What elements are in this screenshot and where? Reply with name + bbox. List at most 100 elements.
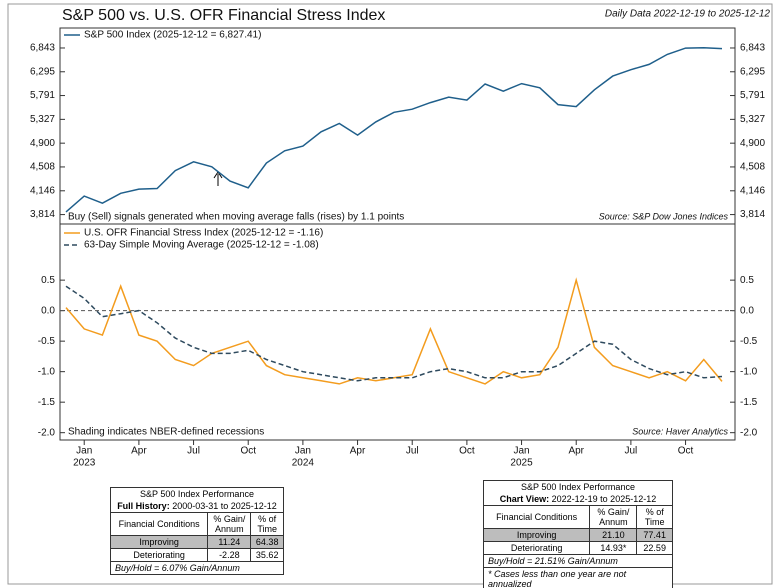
- y-tick-label: 4,508: [30, 162, 55, 173]
- x-tick-label: Jan: [76, 446, 92, 457]
- y-tick-label: -2.0: [38, 427, 56, 438]
- y-tick-label: 0.0: [740, 305, 754, 316]
- y-tick-label: 0.5: [740, 275, 754, 286]
- y-tick-label: 4,900: [740, 138, 765, 149]
- table-footer: Buy/Hold = 21.51% Gain/Annum: [484, 554, 672, 567]
- y-tick-label: -1.5: [38, 397, 56, 408]
- x-tick-label: Oct: [678, 446, 694, 457]
- source: Source: S&P Dow Jones Indices: [599, 211, 729, 221]
- y-tick-label: 5,327: [30, 114, 55, 125]
- cell: 14.93*: [589, 541, 637, 554]
- legend-label: 63-Day Simple Moving Average (2025-12-12…: [84, 240, 319, 251]
- x-tick-label: Apr: [568, 446, 584, 457]
- y-tick-label: 5,327: [740, 114, 765, 125]
- cell: Improving: [484, 528, 590, 542]
- x-tick-label: Oct: [459, 446, 475, 457]
- x-tick-label: Jul: [187, 446, 200, 457]
- cell: 35.62: [250, 548, 283, 561]
- table: S&P 500 Index Performance Chart View: 202…: [484, 481, 672, 554]
- y-tick-label: -1.5: [740, 397, 758, 408]
- source: Source: Haver Analytics: [632, 426, 728, 436]
- y-tick-label: 3,814: [740, 209, 765, 220]
- y-tick-label: 6,843: [30, 43, 55, 54]
- y-tick-label: -0.5: [38, 336, 56, 347]
- y-tick-label: 3,814: [30, 209, 55, 220]
- legend-label: S&P 500 Index (2025-12-12 = 6,827.41): [84, 30, 261, 41]
- series-line: [65, 285, 723, 382]
- note: Shading indicates NBER-defined recession…: [68, 427, 264, 438]
- y-tick-label: 5,791: [740, 90, 765, 101]
- data-row: Improving 21.10 77.41: [484, 528, 672, 542]
- chart-subtitle: Daily Data 2022-12-19 to 2025-12-12: [605, 9, 771, 20]
- cell: Deteriorating: [133, 550, 185, 560]
- legend-label: U.S. OFR Financial Stress Index (2025-12…: [84, 228, 323, 239]
- table-footer: Buy/Hold = 6.07% Gain/Annum: [111, 561, 283, 574]
- x-tick-label: Jan: [513, 446, 529, 457]
- note: Buy (Sell) signals generated when moving…: [68, 212, 404, 223]
- header-cell: % of Time: [636, 505, 672, 529]
- y-tick-label: 0.0: [41, 305, 55, 316]
- x-tick-label: Apr: [131, 446, 147, 457]
- cell: 22.59: [636, 541, 672, 554]
- chart-title: S&P 500 vs. U.S. OFR Financial Stress In…: [62, 7, 385, 24]
- cell: 64.38: [250, 535, 283, 549]
- y-tick-label: 4,146: [740, 185, 765, 196]
- performance-table: S&P 500 Index Performance Chart View: 202…: [483, 480, 673, 588]
- table-title: S&P 500 Index Performance: [140, 489, 254, 499]
- x-tick-label: Jan: [295, 446, 311, 457]
- series-line: [65, 46, 723, 213]
- header-cell: % Gain/ Annum: [589, 505, 637, 529]
- cell: Improving: [111, 535, 208, 549]
- header-row: Financial Conditions% Gain/ Annum% of Ti…: [111, 512, 283, 536]
- x-tick-label: Jul: [624, 446, 637, 457]
- y-tick-label: 4,900: [30, 138, 55, 149]
- x-year-label: 2025: [510, 458, 533, 469]
- period-cell: Chart View: 2022-12-19 to 2025-12-12: [484, 493, 672, 506]
- cell: 21.10: [589, 528, 637, 542]
- table-footer: * Cases less than one year are not annua…: [484, 567, 672, 588]
- y-tick-label: 4,508: [740, 162, 765, 173]
- period: 2022-12-19 to 2025-12-12: [551, 494, 657, 504]
- x-tick-label: Apr: [350, 446, 366, 457]
- period-label: Chart View:: [499, 494, 550, 504]
- header-cell: Financial Conditions: [484, 505, 590, 529]
- y-tick-label: -0.5: [740, 336, 758, 347]
- period-cell: Full History: 2000-03-31 to 2025-12-12: [111, 500, 283, 513]
- y-tick-label: 5,791: [30, 90, 55, 101]
- y-tick-label: -2.0: [740, 427, 758, 438]
- cell: -2.28: [207, 548, 251, 561]
- cell: Deteriorating: [510, 543, 563, 553]
- series-line: [65, 277, 723, 385]
- data-row: Deteriorating 14.93* 22.59: [484, 541, 672, 554]
- title-row: S&P 500 Index Performance: [111, 488, 283, 500]
- y-tick-label: 6,295: [740, 66, 765, 77]
- header-cell: % Gain/ Annum: [207, 512, 251, 536]
- plot-frame: [59, 27, 736, 441]
- header-cell: Financial Conditions: [111, 512, 208, 536]
- y-tick-label: 0.5: [41, 275, 55, 286]
- y-tick-label: -1.0: [38, 366, 56, 377]
- x-tick-label: Oct: [240, 446, 256, 457]
- period-row: Chart View: 2022-12-19 to 2025-12-12: [484, 493, 672, 506]
- period-label: Full History:: [117, 501, 170, 511]
- x-year-label: 2023: [73, 458, 96, 469]
- x-year-label: 2024: [292, 458, 315, 469]
- data-row: Improving 11.24 64.38: [111, 535, 283, 549]
- table-title: S&P 500 Index Performance: [521, 482, 635, 492]
- y-tick-label: 4,146: [30, 185, 55, 196]
- cell: 77.41: [636, 528, 672, 542]
- data-row: Deteriorating -2.28 35.62: [111, 548, 283, 561]
- frame: [7, 3, 773, 585]
- header-cell: % of Time: [250, 512, 283, 536]
- x-tick-label: Jul: [406, 446, 419, 457]
- performance-table: S&P 500 Index Performance Full History: 2…: [110, 487, 284, 575]
- table: S&P 500 Index Performance Full History: 2…: [111, 488, 283, 561]
- cell: 11.24: [207, 535, 251, 549]
- y-tick-label: 6,843: [740, 43, 765, 54]
- period-row: Full History: 2000-03-31 to 2025-12-12: [111, 500, 283, 513]
- header-row: Financial Conditions% Gain/ Annum% of Ti…: [484, 505, 672, 529]
- period: 2000-03-31 to 2025-12-12: [172, 501, 277, 511]
- y-tick-label: -1.0: [740, 366, 758, 377]
